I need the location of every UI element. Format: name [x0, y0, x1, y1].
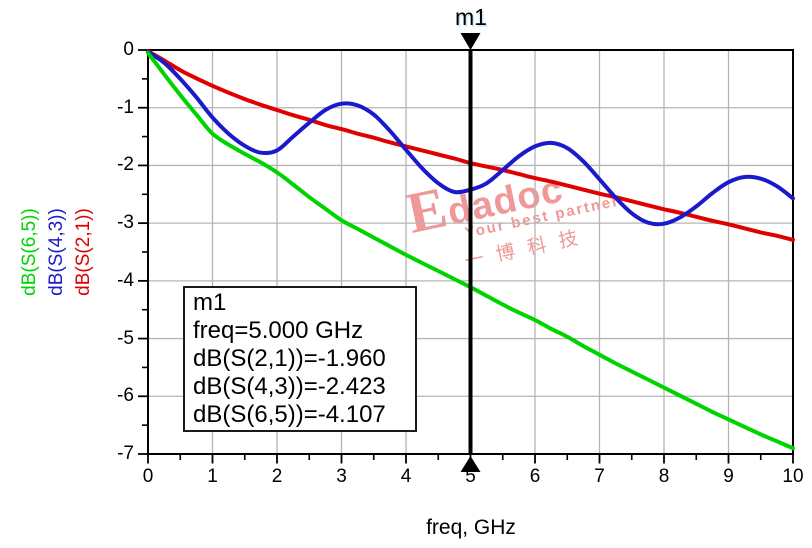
- marker-m1-top-triangle-icon[interactable]: [460, 33, 481, 50]
- marker-readout-line: m1: [193, 289, 227, 316]
- marker-readout-line: dB(S(6,5))=-4.107: [193, 401, 386, 428]
- marker-readout-box[interactable]: m1 freq=5.000 GHz dB(S(2,1))=-1.960 dB(S…: [183, 286, 417, 432]
- marker-m1-bottom-triangle-icon[interactable]: [460, 456, 481, 472]
- marker-readout-line: dB(S(4,3))=-2.423: [193, 373, 386, 400]
- marker-m1-label[interactable]: m1: [455, 4, 487, 30]
- marker-readout-line: dB(S(2,1))=-1.960: [193, 345, 386, 372]
- marker-readout-line: freq=5.000 GHz: [193, 317, 364, 344]
